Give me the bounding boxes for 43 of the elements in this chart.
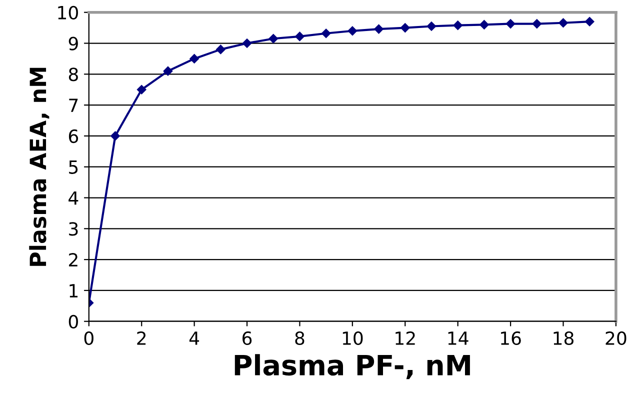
x-tick-label: 12	[396, 331, 415, 345]
y-tick-label: 7	[69, 98, 78, 112]
y-tick-label: 2	[69, 253, 78, 266]
point	[426, 22, 436, 31]
point	[374, 24, 384, 34]
x-tick-label: 18	[554, 331, 574, 346]
point	[295, 32, 304, 42]
y-tick-label: 8	[68, 68, 78, 82]
y-tick-label: 4	[68, 191, 78, 205]
point	[532, 19, 542, 28]
x-axis-title: Plasma PF-, nM	[234, 354, 470, 380]
point	[506, 19, 516, 28]
y-tick-label: 3	[69, 222, 78, 236]
point	[190, 54, 199, 64]
point	[242, 38, 252, 48]
x-tick-label: 16	[501, 331, 521, 346]
y-tick-label: 1	[70, 284, 78, 298]
x-tick-label: 20	[606, 331, 626, 346]
point	[480, 20, 489, 30]
point	[558, 18, 568, 28]
point	[216, 44, 226, 54]
x-tick-label: 10	[342, 331, 363, 346]
y-axis-title: Plasma AEA, nM	[29, 68, 50, 266]
y-tick-label: 10	[58, 6, 78, 20]
x-tick-label: 4	[189, 332, 200, 345]
point	[400, 23, 410, 32]
y-tick-label: 9	[68, 36, 78, 50]
point	[453, 20, 462, 30]
x-tick-label: 0	[84, 331, 94, 346]
x-tick-label: 8	[295, 331, 304, 346]
point	[268, 34, 278, 44]
x-tick-label: 6	[242, 331, 252, 346]
x-tick-label: 14	[448, 332, 468, 345]
y-tick-label: 5	[69, 160, 78, 174]
y-tick-label: 6	[68, 129, 78, 144]
point	[136, 84, 146, 94]
x-tick-label: 2	[137, 331, 146, 345]
y-tick-label: 0	[68, 314, 78, 328]
point	[348, 26, 358, 36]
point	[110, 131, 120, 141]
point	[584, 17, 594, 26]
point	[163, 66, 173, 76]
point	[321, 28, 331, 38]
